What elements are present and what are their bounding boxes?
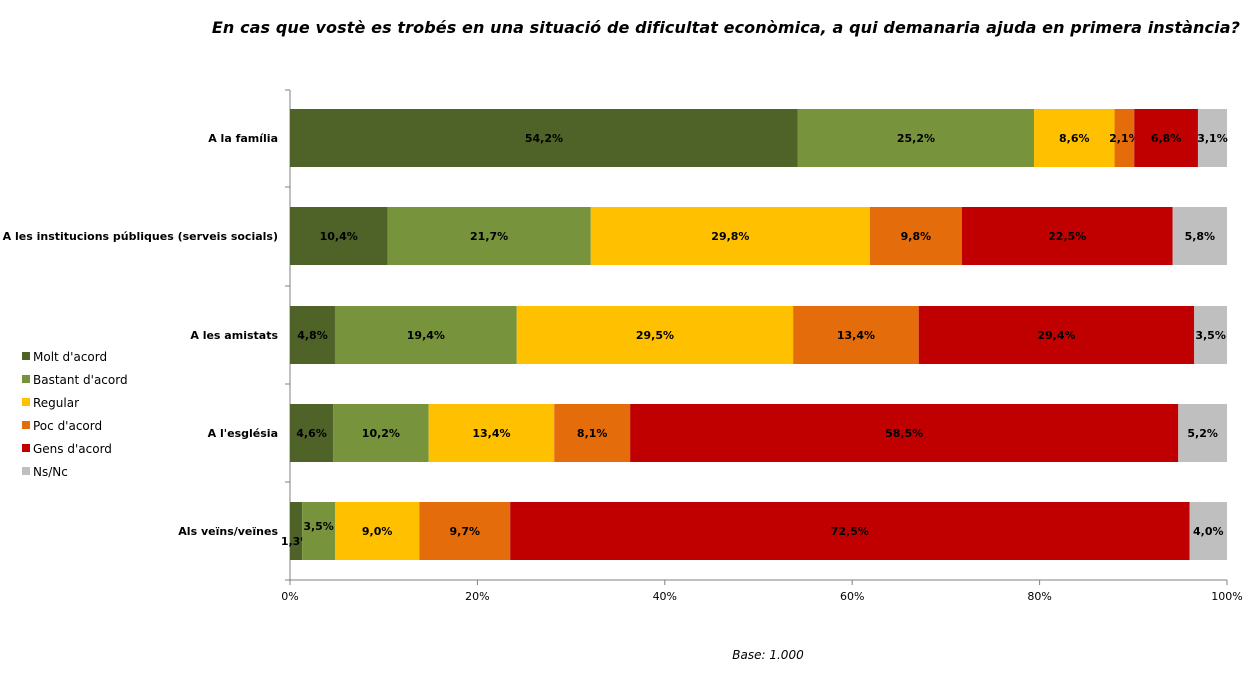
legend-swatch (22, 398, 30, 406)
data-label: 4,6% (296, 427, 327, 440)
data-label: 29,4% (1037, 329, 1075, 342)
bar-segment (1033, 109, 1115, 167)
bar-segment (290, 207, 388, 265)
data-label: 3,1% (1197, 132, 1228, 145)
data-label: 9,8% (901, 230, 932, 243)
x-tick-label: 20% (465, 590, 489, 603)
x-tick-label: 40% (653, 590, 677, 603)
data-label: 25,2% (897, 132, 935, 145)
bar-segment (554, 404, 631, 462)
legend-swatch (22, 444, 30, 452)
data-label: 10,2% (362, 427, 400, 440)
x-tick-label: 80% (1027, 590, 1051, 603)
bar-segment (428, 404, 555, 462)
bar-segment (290, 502, 303, 560)
data-label: 54,2% (525, 132, 563, 145)
data-label: 9,7% (449, 525, 480, 538)
data-label: 19,4% (407, 329, 445, 342)
data-label: 5,2% (1187, 427, 1218, 440)
bar-segment (590, 207, 871, 265)
bar-segment (630, 404, 1179, 462)
bar-segment (516, 306, 794, 364)
bar-segment (387, 207, 591, 265)
bar-segment (334, 502, 420, 560)
legend-label: Poc d'acord (33, 419, 102, 433)
data-label: 29,5% (636, 329, 674, 342)
bar-segment (334, 306, 517, 364)
data-label: 3,5% (1195, 329, 1226, 342)
data-label: 2,1% (1109, 132, 1140, 145)
bar-segment (1178, 404, 1227, 462)
legend-label: Molt d'acord (33, 350, 107, 364)
data-label: 13,4% (472, 427, 510, 440)
legend-swatch (22, 421, 30, 429)
bar-segment (1134, 109, 1198, 167)
bar-segment (290, 404, 334, 462)
data-label: 8,1% (577, 427, 608, 440)
data-label: 29,8% (711, 230, 749, 243)
data-label: 6,8% (1151, 132, 1182, 145)
bar-segment (333, 404, 429, 462)
legend-swatch (22, 352, 30, 360)
data-label: 22,5% (1048, 230, 1086, 243)
legend-label: Ns/Nc (33, 465, 68, 479)
bar-segment (870, 207, 962, 265)
x-tick-label: 60% (840, 590, 864, 603)
bar-segment (1189, 502, 1227, 560)
data-label: 8,6% (1059, 132, 1090, 145)
data-label: 5,8% (1185, 230, 1216, 243)
bar-segment (1172, 207, 1227, 265)
x-tick-label: 100% (1211, 590, 1242, 603)
bar-segment (1194, 306, 1227, 364)
bar-segment (1114, 109, 1135, 167)
legend-label: Regular (33, 396, 79, 410)
bar-segment (302, 502, 335, 560)
data-label: 9,0% (362, 525, 393, 538)
data-label: 3,5% (303, 520, 334, 533)
data-label: 58,5% (885, 427, 923, 440)
data-label: 4,8% (297, 329, 328, 342)
bar-segment (797, 109, 1034, 167)
category-label: Als veïns/veïnes (178, 525, 278, 538)
data-label: 21,7% (470, 230, 508, 243)
bar-segment (1197, 109, 1227, 167)
bar-segment (290, 306, 335, 364)
data-label: 4,0% (1193, 525, 1224, 538)
category-label: A les amistats (190, 329, 278, 342)
data-label: 13,4% (837, 329, 875, 342)
base-footnote: Base: 1.000 (732, 648, 804, 662)
bar-segment (961, 207, 1173, 265)
bar-segment (419, 502, 511, 560)
category-label: A l'església (208, 427, 278, 440)
category-label: A la família (208, 132, 278, 145)
x-tick-label: 0% (281, 590, 298, 603)
data-label: 10,4% (320, 230, 358, 243)
legend-label: Bastant d'acord (33, 373, 128, 387)
bar-segment (918, 306, 1195, 364)
bar-segment (510, 502, 1190, 560)
chart-title: En cas que vostè es trobés en una situac… (211, 18, 1240, 37)
category-label: A les institucions públiques (serveis so… (3, 230, 278, 243)
bar-segment (793, 306, 919, 364)
legend-label: Gens d'acord (33, 442, 112, 456)
legend-swatch (22, 375, 30, 383)
data-label: 72,5% (831, 525, 869, 538)
legend-swatch (22, 467, 30, 475)
bar-segment (290, 109, 798, 167)
